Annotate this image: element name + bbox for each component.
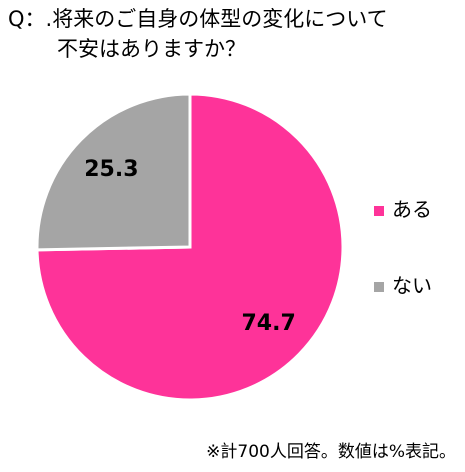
- legend-label: ない: [392, 274, 432, 298]
- pie-slice: [35, 92, 345, 402]
- data-label: 25.3: [84, 157, 138, 182]
- legend-label: ある: [392, 198, 432, 222]
- legend-swatch: [374, 206, 384, 216]
- legend-swatch: [374, 282, 384, 292]
- note: ※計700人回答。数値は%表記。: [206, 442, 456, 462]
- pie-slice: [35, 92, 192, 252]
- chart-title: Q：.将来のご自身の体型の変化について: [8, 7, 388, 31]
- chart-title: 不安はありますか？: [57, 37, 246, 61]
- data-label: 74.7: [241, 311, 295, 336]
